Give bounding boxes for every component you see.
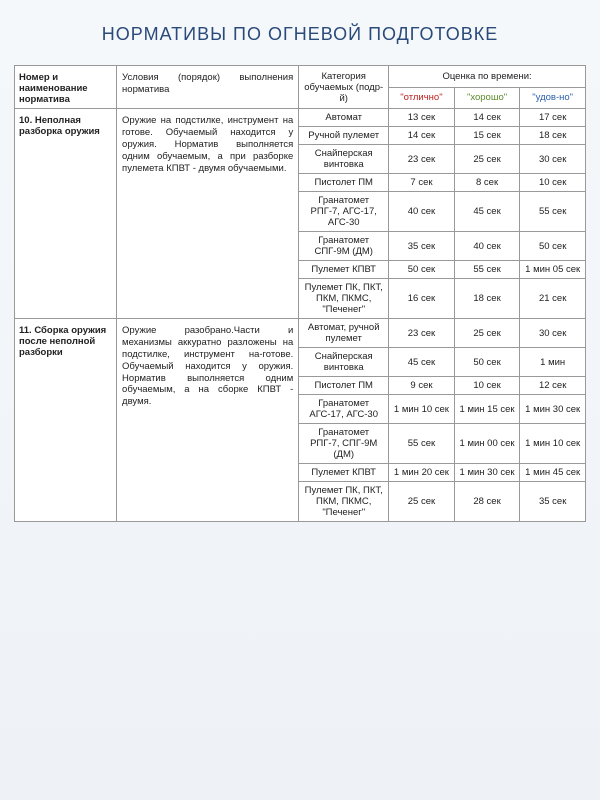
value-cell: 1 мин 10 сек xyxy=(389,395,455,424)
value-cell: 23 сек xyxy=(389,145,455,174)
hdr-time-score: Оценка по времени: xyxy=(389,66,586,88)
table-body: 10. Неполная разборка оружияОружие на по… xyxy=(15,109,586,522)
value-cell: 21 сек xyxy=(520,279,586,319)
value-cell: 8 сек xyxy=(454,174,520,192)
value-cell: 40 сек xyxy=(389,192,455,232)
value-cell: 1 мин 20 сек xyxy=(389,464,455,482)
value-cell: 18 сек xyxy=(520,127,586,145)
value-cell: 15 сек xyxy=(454,127,520,145)
category-cell: Снайперская винтовка xyxy=(299,145,389,174)
value-cell: 30 сек xyxy=(520,145,586,174)
value-cell: 28 сек xyxy=(454,482,520,522)
value-cell: 7 сек xyxy=(389,174,455,192)
hdr-category: Категория обучаемых (подр-й) xyxy=(299,66,389,109)
category-cell: Автомат, ручной пулемет xyxy=(299,319,389,348)
value-cell: 55 сек xyxy=(520,192,586,232)
value-cell: 1 мин 30 сек xyxy=(520,395,586,424)
value-cell: 23 сек xyxy=(389,319,455,348)
page-title: НОРМАТИВЫ ПО ОГНЕВОЙ ПОДГОТОВКЕ xyxy=(14,24,586,45)
category-cell: Пулемет ПК, ПКТ, ПКМ, ПКМС, "Печенег" xyxy=(299,482,389,522)
section-name: 11. Сборка оружия после неполной разборк… xyxy=(15,319,117,522)
category-cell: Пистолет ПМ xyxy=(299,174,389,192)
value-cell: 35 сек xyxy=(389,232,455,261)
category-cell: Снайперская винтовка xyxy=(299,348,389,377)
category-cell: Гранатомет РПГ-7, СПГ-9М (ДМ) xyxy=(299,424,389,464)
value-cell: 9 сек xyxy=(389,377,455,395)
value-cell: 55 сек xyxy=(389,424,455,464)
value-cell: 12 сек xyxy=(520,377,586,395)
table-header: Номер и наименование норматива Условия (… xyxy=(15,66,586,109)
category-cell: Пулемет ПК, ПКТ, ПКМ, ПКМС, "Печенег" xyxy=(299,279,389,319)
value-cell: 1 мин 00 сек xyxy=(454,424,520,464)
value-cell: 1 мин 15 сек xyxy=(454,395,520,424)
value-cell: 1 мин 10 сек xyxy=(520,424,586,464)
value-cell: 10 сек xyxy=(520,174,586,192)
value-cell: 50 сек xyxy=(389,261,455,279)
value-cell: 14 сек xyxy=(454,109,520,127)
value-cell: 25 сек xyxy=(454,319,520,348)
category-cell: Пистолет ПМ xyxy=(299,377,389,395)
section-conditions: Оружие разобрано.Части и механизмы аккур… xyxy=(117,319,299,522)
hdr-number-name: Номер и наименование норматива xyxy=(15,66,117,109)
value-cell: 13 сек xyxy=(389,109,455,127)
value-cell: 1 мин xyxy=(520,348,586,377)
value-cell: 1 мин 05 сек xyxy=(520,261,586,279)
value-cell: 50 сек xyxy=(520,232,586,261)
category-cell: Пулемет КПВТ xyxy=(299,464,389,482)
hdr-excellent: "отлично" xyxy=(389,87,455,109)
value-cell: 35 сек xyxy=(520,482,586,522)
category-cell: Гранатомет АГС-17, АГС-30 xyxy=(299,395,389,424)
hdr-satis: "удов-но" xyxy=(520,87,586,109)
category-cell: Пулемет КПВТ xyxy=(299,261,389,279)
value-cell: 30 сек xyxy=(520,319,586,348)
value-cell: 40 сек xyxy=(454,232,520,261)
value-cell: 45 сек xyxy=(389,348,455,377)
value-cell: 55 сек xyxy=(454,261,520,279)
hdr-conditions: Условия (порядок) выполнения норматива xyxy=(117,66,299,109)
section-name: 10. Неполная разборка оружия xyxy=(15,109,117,319)
value-cell: 45 сек xyxy=(454,192,520,232)
value-cell: 25 сек xyxy=(454,145,520,174)
value-cell: 1 мин 30 сек xyxy=(454,464,520,482)
value-cell: 16 сек xyxy=(389,279,455,319)
standards-table: Номер и наименование норматива Условия (… xyxy=(14,65,586,522)
value-cell: 50 сек xyxy=(454,348,520,377)
table-row: 10. Неполная разборка оружияОружие на по… xyxy=(15,109,586,127)
category-cell: Автомат xyxy=(299,109,389,127)
value-cell: 1 мин 45 сек xyxy=(520,464,586,482)
section-conditions: Оружие на подстилке, инструмент на готов… xyxy=(117,109,299,319)
value-cell: 18 сек xyxy=(454,279,520,319)
value-cell: 14 сек xyxy=(389,127,455,145)
category-cell: Ручной пулемет xyxy=(299,127,389,145)
category-cell: Гранатомет СПГ-9М (ДМ) xyxy=(299,232,389,261)
category-cell: Гранатомет РПГ-7, АГС-17, АГС-30 xyxy=(299,192,389,232)
table-row: 11. Сборка оружия после неполной разборк… xyxy=(15,319,586,348)
hdr-good: "хорошо" xyxy=(454,87,520,109)
value-cell: 25 сек xyxy=(389,482,455,522)
value-cell: 17 сек xyxy=(520,109,586,127)
value-cell: 10 сек xyxy=(454,377,520,395)
